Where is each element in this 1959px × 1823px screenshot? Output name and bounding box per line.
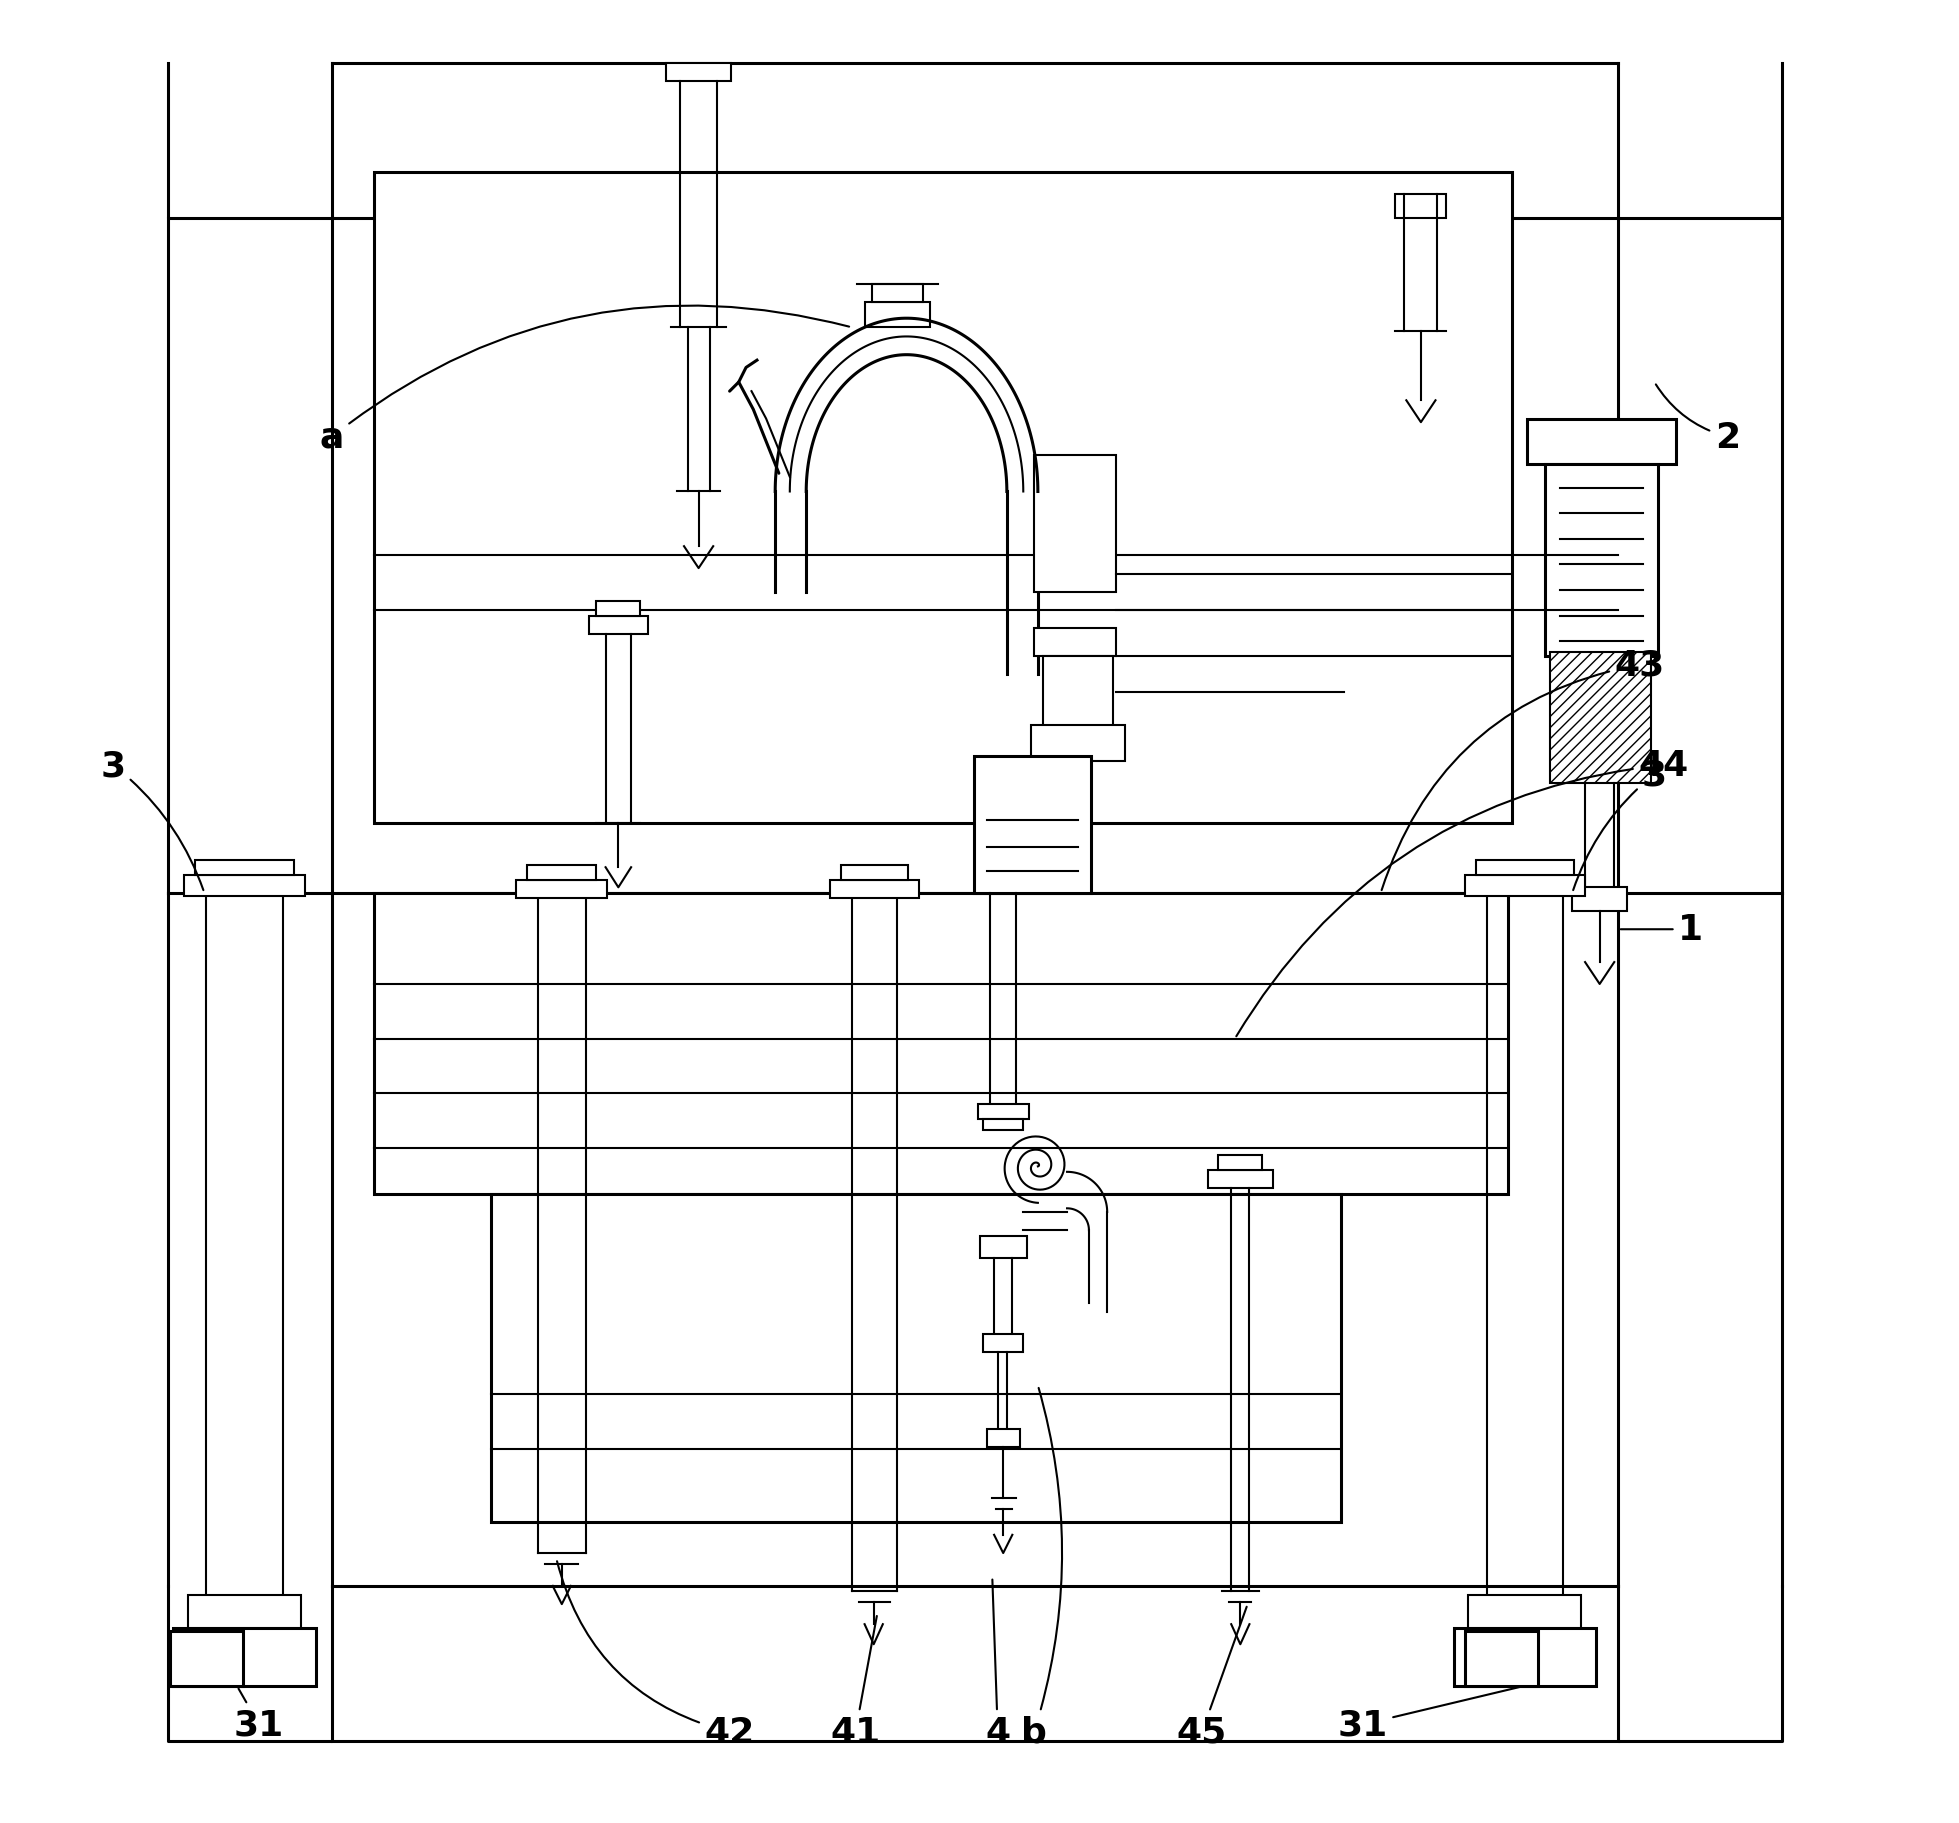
Bar bbox=[1034, 456, 1117, 592]
Bar bbox=[1475, 860, 1575, 875]
Bar bbox=[666, 64, 731, 82]
Bar bbox=[983, 1334, 1023, 1353]
Text: 45: 45 bbox=[1177, 1606, 1246, 1748]
Bar bbox=[1034, 629, 1117, 656]
Bar bbox=[864, 303, 931, 328]
Bar bbox=[517, 881, 607, 899]
Bar bbox=[490, 1194, 1340, 1522]
Bar bbox=[170, 1632, 243, 1686]
Text: 31: 31 bbox=[233, 1688, 284, 1741]
Text: 1: 1 bbox=[1620, 913, 1704, 946]
Bar bbox=[987, 1429, 1019, 1447]
Bar bbox=[980, 1236, 1027, 1258]
Bar bbox=[596, 602, 641, 616]
Bar bbox=[872, 284, 923, 303]
Text: 2: 2 bbox=[1655, 385, 1740, 454]
Bar bbox=[1030, 726, 1124, 762]
Bar bbox=[1465, 1632, 1538, 1686]
Bar bbox=[1218, 1156, 1262, 1170]
Text: 43: 43 bbox=[1381, 649, 1665, 891]
Bar bbox=[1465, 875, 1585, 897]
Bar bbox=[1395, 195, 1446, 219]
Text: 3: 3 bbox=[100, 749, 204, 891]
Text: 31: 31 bbox=[1338, 1686, 1520, 1741]
Bar bbox=[983, 1119, 1023, 1130]
Text: 41: 41 bbox=[831, 1615, 882, 1748]
Bar bbox=[1526, 419, 1677, 465]
Bar bbox=[1454, 1628, 1597, 1686]
Bar bbox=[1573, 888, 1628, 912]
Text: b: b bbox=[1021, 1387, 1062, 1748]
Bar bbox=[1546, 465, 1657, 656]
Text: a: a bbox=[319, 306, 848, 454]
Bar bbox=[590, 616, 648, 634]
Bar bbox=[374, 173, 1512, 824]
Bar bbox=[172, 1628, 315, 1686]
Bar bbox=[840, 866, 909, 881]
Bar bbox=[188, 1595, 302, 1628]
Bar bbox=[978, 1105, 1028, 1119]
Bar bbox=[831, 881, 919, 899]
Bar bbox=[527, 866, 596, 881]
Bar bbox=[974, 757, 1091, 893]
Text: 44: 44 bbox=[1236, 749, 1689, 1037]
Bar bbox=[1207, 1170, 1273, 1189]
Bar bbox=[196, 860, 294, 875]
Bar bbox=[1044, 656, 1113, 729]
Text: 4: 4 bbox=[985, 1581, 1011, 1748]
Bar bbox=[1469, 1595, 1581, 1628]
Bar bbox=[1550, 653, 1651, 784]
Text: 3: 3 bbox=[1573, 758, 1667, 891]
Text: 42: 42 bbox=[556, 1560, 754, 1748]
Bar bbox=[184, 875, 304, 897]
Bar bbox=[374, 893, 1508, 1194]
